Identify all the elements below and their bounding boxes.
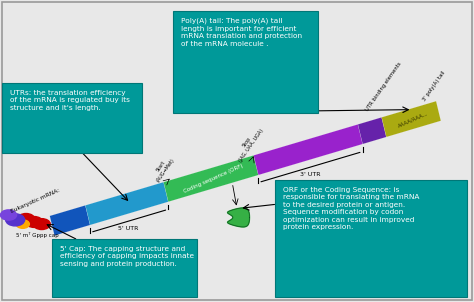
Text: Stop
(JAG, UAA, UGA): Stop (JAG, UAA, UGA) — [233, 125, 264, 163]
FancyBboxPatch shape — [52, 239, 197, 297]
Text: 5' UTR: 5' UTR — [118, 226, 138, 231]
Circle shape — [0, 210, 17, 220]
FancyBboxPatch shape — [275, 180, 467, 297]
Polygon shape — [254, 124, 363, 175]
Text: 3' poly(A) tail: 3' poly(A) tail — [422, 70, 446, 102]
Polygon shape — [50, 205, 90, 236]
Text: Poly(A) tail: The poly(A) tail
length is important for efficient
mRNA translatio: Poly(A) tail: The poly(A) tail length is… — [181, 18, 302, 47]
Circle shape — [16, 220, 29, 228]
FancyBboxPatch shape — [173, 11, 318, 113]
Text: 5' Cap: The capping structure and
efficiency of capping impacts innate
sensing a: 5' Cap: The capping structure and effici… — [60, 246, 194, 267]
Text: Eukaryotic mRNA:: Eukaryotic mRNA: — [10, 188, 61, 214]
Circle shape — [33, 219, 50, 230]
Text: UTRs: the translation efficiency
of the mRNA is regulated buy its
structure and : UTRs: the translation efficiency of the … — [10, 90, 130, 111]
Text: Start
(AUG→Met): Start (AUG→Met) — [151, 154, 176, 183]
Text: AAAA/AAA...: AAAA/AAA... — [398, 110, 429, 128]
Text: Coding sequence (ORF): Coding sequence (ORF) — [183, 163, 244, 194]
Polygon shape — [382, 101, 441, 137]
Circle shape — [6, 214, 25, 226]
Circle shape — [18, 214, 35, 224]
Polygon shape — [358, 117, 386, 144]
Text: 3' UTR: 3' UTR — [300, 172, 321, 177]
Polygon shape — [228, 208, 249, 227]
Circle shape — [26, 217, 43, 227]
Polygon shape — [85, 182, 168, 225]
Polygon shape — [164, 156, 258, 202]
Text: 5' m⁷ Gppp cap: 5' m⁷ Gppp cap — [16, 232, 58, 238]
Text: UTR binding elements: UTR binding elements — [365, 61, 403, 112]
FancyBboxPatch shape — [2, 83, 142, 153]
Text: ORF or the Coding Sequence: is
responsible for translating the mRNA
to the desir: ORF or the Coding Sequence: is responsib… — [283, 187, 419, 230]
